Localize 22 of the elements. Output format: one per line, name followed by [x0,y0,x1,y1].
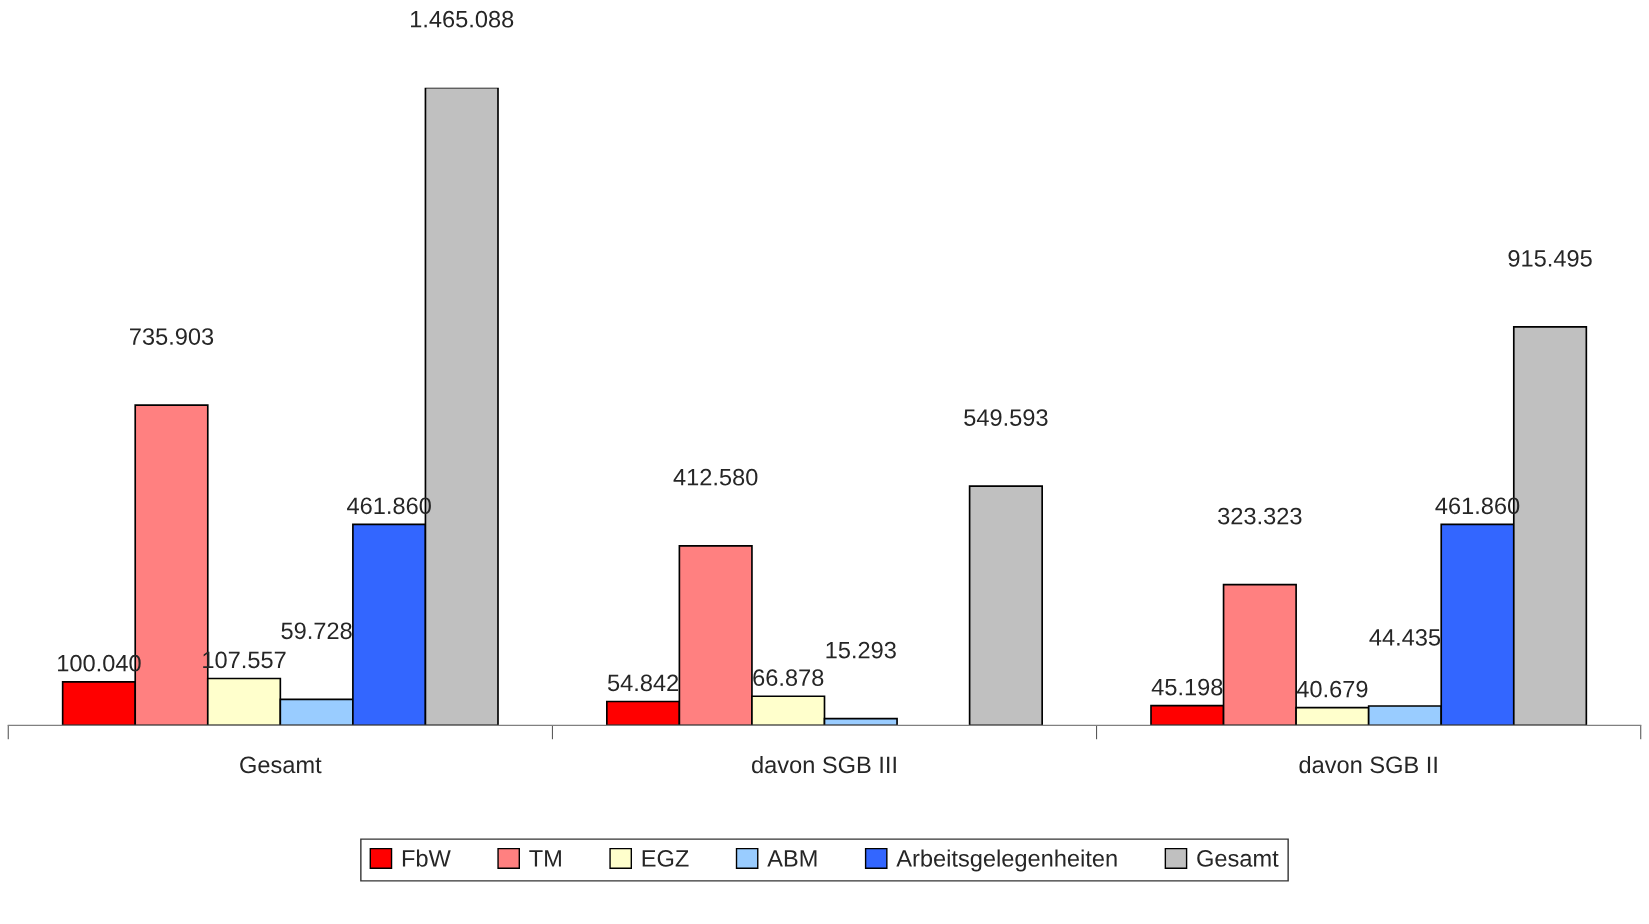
x-tick-label: davon SGB III [752,755,896,774]
x-tick-label: davon SGB II [1299,755,1437,774]
legend-label: Gesamt [1197,850,1279,867]
legend-label: EGZ [642,850,689,867]
data-label: 1.465.088 [411,10,514,28]
data-label: 549.593 [964,409,1048,426]
data-label: 59.728 [281,622,352,640]
legend-label: Arbeitsgelegenheiten [896,849,1117,872]
data-label: 412.580 [673,468,758,486]
data-label: 323.323 [1218,507,1302,525]
bar [968,485,1044,726]
data-label: 44.435 [1369,629,1441,646]
x-tick-label: Gesamt [240,756,322,774]
data-label: 15.293 [826,641,896,659]
data-label: 735.903 [130,328,214,345]
legend-label: FbW [402,849,451,867]
legend-label: TM [529,850,561,867]
data-label: 915.495 [1508,250,1592,267]
data-label: 54.842 [607,674,679,692]
legend-label: ABM [767,850,817,867]
data-label: 66.878 [753,669,824,687]
data-label: 45.198 [1151,678,1223,696]
